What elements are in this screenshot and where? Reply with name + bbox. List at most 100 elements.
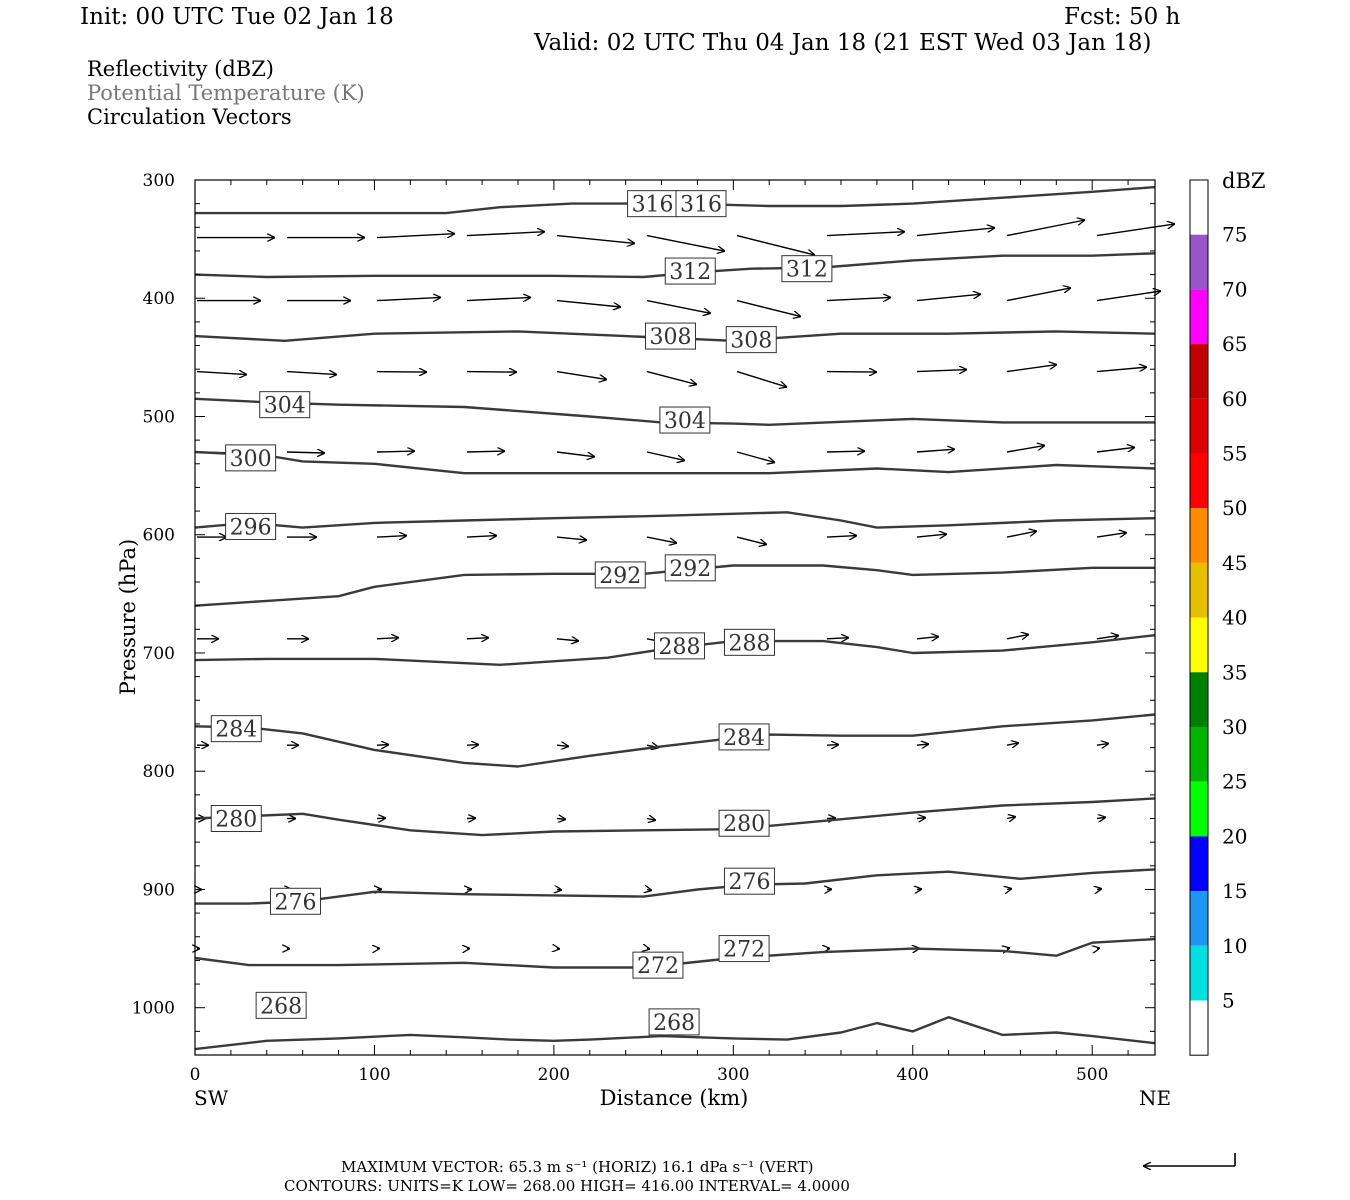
circulation-vector [916, 818, 926, 819]
contour-label-box [225, 444, 277, 472]
x-left-end-label: SW [194, 1086, 229, 1110]
contour-label-box [781, 255, 833, 283]
contour-label: 300 [230, 447, 272, 472]
circulation-vector [736, 370, 787, 388]
contour-label: 312 [669, 260, 711, 285]
circulation-vector [1006, 288, 1071, 302]
colorbar-frame [1189, 179, 1209, 1056]
circulation-vector [556, 234, 635, 244]
contour-label: 316 [680, 193, 722, 218]
x-tick-label: 200 [538, 1065, 570, 1085]
colorbar-level-label: 30 [1222, 715, 1247, 739]
circulation-vector [736, 234, 815, 256]
circulation-vector [916, 370, 967, 372]
contour-label-box [723, 867, 775, 895]
x-right-end-label: NE [1139, 1086, 1171, 1110]
contour-label-box [645, 322, 697, 350]
colorbar-segment [1190, 289, 1208, 345]
colorbar-level-label: 70 [1222, 277, 1247, 301]
circulation-vector [1006, 445, 1045, 453]
circulation-vector [556, 819, 566, 820]
init-time: Init: 00 UTC Tue 02 Jan 18 [80, 4, 394, 30]
circulation-vector [557, 890, 562, 891]
colorbar-segment [1190, 781, 1208, 837]
colorbar-segment [1190, 398, 1208, 454]
legend-reflectivity: Reflectivity (dBZ) [87, 57, 275, 81]
contour-label-box [627, 190, 679, 218]
x-tick-label: 500 [1076, 1065, 1108, 1085]
forecast-hour: Fcst: 50 h [1064, 4, 1181, 30]
y-axis-label: Pressure (hPa) [116, 539, 140, 695]
circulation-vector [556, 537, 587, 540]
contour-label-box [659, 406, 711, 434]
colorbar-segment [1190, 453, 1208, 509]
theta-contour-284 [194, 713, 1156, 768]
circulation-vector [1096, 224, 1175, 237]
colorbar-level-label: 60 [1222, 387, 1247, 411]
colorbar-level-label: 35 [1222, 660, 1247, 684]
contour-label: 308 [650, 325, 692, 350]
contour-label-box [718, 809, 770, 837]
colorbar-level-label: 20 [1222, 824, 1247, 848]
colorbar-level-label: 5 [1222, 989, 1235, 1013]
contour-label: 276 [728, 870, 770, 895]
contour-label: 276 [274, 890, 316, 915]
circulation-vector [1006, 220, 1085, 237]
contour-label: 268 [260, 994, 302, 1019]
x-axis-label: Distance (km) [600, 1086, 749, 1110]
circulation-vector [1096, 367, 1147, 373]
contour-label-box [269, 887, 321, 915]
plot-frame [194, 179, 1156, 1056]
contour-label-box [594, 561, 646, 589]
contour-label-box [723, 628, 775, 656]
colorbar-segment [1190, 344, 1208, 399]
circulation-vector [916, 637, 939, 639]
theta-contour-276 [195, 868, 1156, 905]
colorbar-level-label: 65 [1222, 332, 1247, 356]
contour-label: 288 [658, 635, 700, 660]
x-tick-label: 400 [897, 1065, 929, 1085]
x-tick-label: 0 [190, 1065, 201, 1085]
contour-label-box [632, 951, 684, 979]
circulation-vector [376, 536, 407, 538]
circulation-vector [1096, 533, 1127, 538]
colorbar-segment [1190, 836, 1208, 892]
circulation-vector [646, 299, 711, 314]
circulation-vector [646, 370, 697, 385]
colorbar-segment [1190, 945, 1208, 1001]
colorbar-segment [1190, 727, 1208, 782]
circulation-vector [646, 819, 656, 821]
contour-label: 284 [723, 726, 765, 751]
circulation-vector [826, 297, 891, 300]
colorbar-level-label: 25 [1222, 770, 1247, 794]
colorbar: 75 70 65 60 55 50 45 40 35 30 25 20 15 10 5 [1189, 179, 1247, 1056]
circulation-vector [736, 451, 775, 463]
contour-label: 280 [723, 812, 765, 837]
contour-label-box [718, 723, 770, 751]
y-tick-label: 700 [143, 644, 175, 664]
theta-contour-280 [194, 797, 1156, 837]
circulation-vector [916, 449, 955, 452]
circulation-vector [736, 299, 801, 317]
circulation-vector [1006, 531, 1037, 538]
theta-contour-300 [194, 450, 1156, 475]
circulation-vector [466, 638, 489, 639]
colorbar-segment [1190, 1000, 1208, 1056]
circulation-vector [376, 638, 399, 639]
contour-labels: 316 316 312 312 308 308 304 304 300 296 292 292 288 2… [210, 190, 833, 1036]
circulation-vector [466, 536, 497, 538]
circulation-vector [916, 744, 929, 745]
circulation-vector [647, 890, 652, 891]
circulation-vector [466, 451, 505, 452]
contour-label: 312 [786, 258, 828, 283]
x-tick-label: 300 [717, 1065, 749, 1085]
circulation-vector [376, 234, 455, 239]
circulation-vector [1096, 817, 1106, 818]
circulation-vector [466, 372, 517, 373]
contour-label: 288 [728, 631, 770, 656]
circulation-vector [376, 372, 427, 373]
contour-label-box [664, 554, 716, 582]
colorbar-segment [1190, 508, 1208, 563]
contour-label-box [259, 391, 311, 419]
colorbar-segment [1190, 180, 1208, 235]
